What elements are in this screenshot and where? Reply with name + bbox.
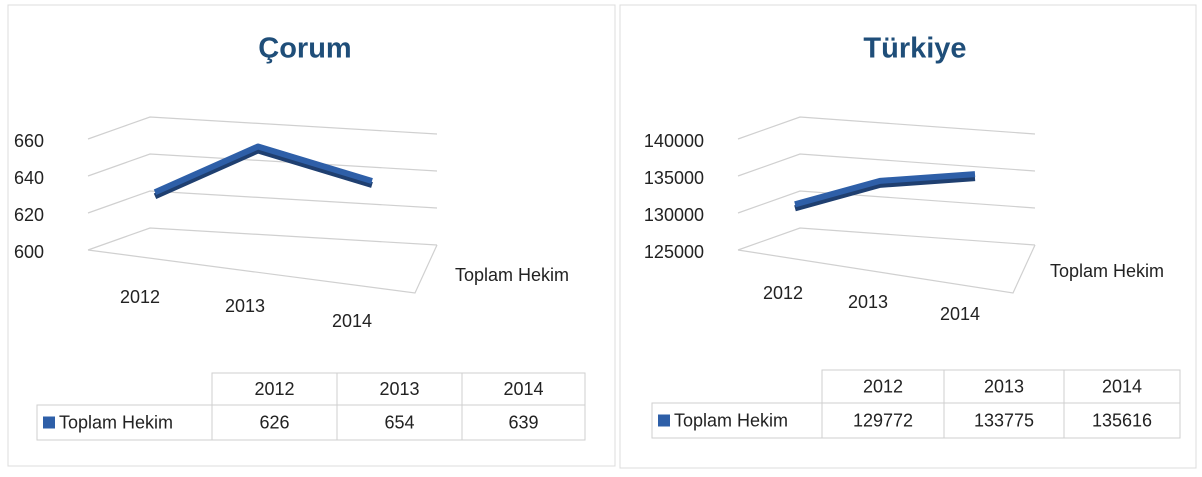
- line-ribbon-shadow: [153, 147, 373, 199]
- y-tick-label: 600: [14, 242, 44, 262]
- table-value: 135616: [1092, 410, 1152, 430]
- x-tick-label: 2012: [763, 283, 803, 303]
- line-series: [794, 171, 976, 208]
- y-tick-label: 130000: [644, 205, 704, 225]
- table-value: 639: [508, 412, 538, 432]
- table-header: 2012: [254, 379, 294, 399]
- grid-line: [87, 153, 438, 177]
- line-ribbon-shadow: [794, 175, 976, 212]
- grid-line: [737, 153, 1036, 177]
- y-tick-label: 660: [14, 131, 44, 151]
- table-cell: [461, 404, 586, 441]
- y-tick-label: 620: [14, 205, 44, 225]
- depth-axis-label: Toplam Hekim: [1050, 261, 1164, 281]
- depth-axis-label: Toplam Hekim: [455, 265, 569, 285]
- x-tick-label: 2013: [848, 292, 888, 312]
- table-header: 2014: [503, 379, 543, 399]
- table-cell: [336, 404, 463, 441]
- table-cell: [943, 402, 1065, 439]
- grid-line: [87, 190, 438, 214]
- grid-line: [87, 227, 438, 251]
- grid-line: [737, 227, 1036, 251]
- legend-label: Toplam Hekim: [674, 410, 788, 430]
- chart-title: Çorum: [258, 33, 351, 65]
- table-cell: [36, 404, 213, 441]
- table-header: 2013: [984, 376, 1024, 396]
- table-cell: [211, 372, 338, 406]
- x-tick-label: 2013: [225, 296, 265, 316]
- table-cell: [1063, 402, 1181, 439]
- table-cell: [461, 372, 586, 406]
- table-value: 654: [384, 412, 414, 432]
- line-series: [153, 143, 373, 195]
- grid-line: [737, 116, 1036, 140]
- y-tick-label: 135000: [644, 168, 704, 188]
- chart-title: Türkiye: [863, 33, 966, 65]
- x-tick-label: 2014: [940, 304, 980, 324]
- table-value: 626: [259, 412, 289, 432]
- grid-line: [737, 190, 1036, 214]
- table-header: 2014: [1102, 376, 1142, 396]
- y-tick-label: 640: [14, 168, 44, 188]
- table-cell: [821, 402, 945, 439]
- table-header: 2012: [863, 376, 903, 396]
- table-header: 2013: [379, 379, 419, 399]
- legend-swatch: [658, 414, 670, 427]
- table-value: 133775: [974, 410, 1034, 430]
- table-value: 129772: [853, 410, 913, 430]
- x-tick-label: 2014: [332, 311, 372, 331]
- legend-swatch: [43, 416, 55, 429]
- grid-line: [87, 116, 438, 140]
- x-tick-label: 2012: [120, 287, 160, 307]
- table-cell: [821, 369, 945, 404]
- legend-label: Toplam Hekim: [59, 412, 173, 432]
- y-tick-label: 125000: [644, 242, 704, 262]
- floor-edge: [87, 244, 438, 294]
- y-tick-label: 140000: [644, 131, 704, 151]
- floor-edge: [737, 244, 1036, 294]
